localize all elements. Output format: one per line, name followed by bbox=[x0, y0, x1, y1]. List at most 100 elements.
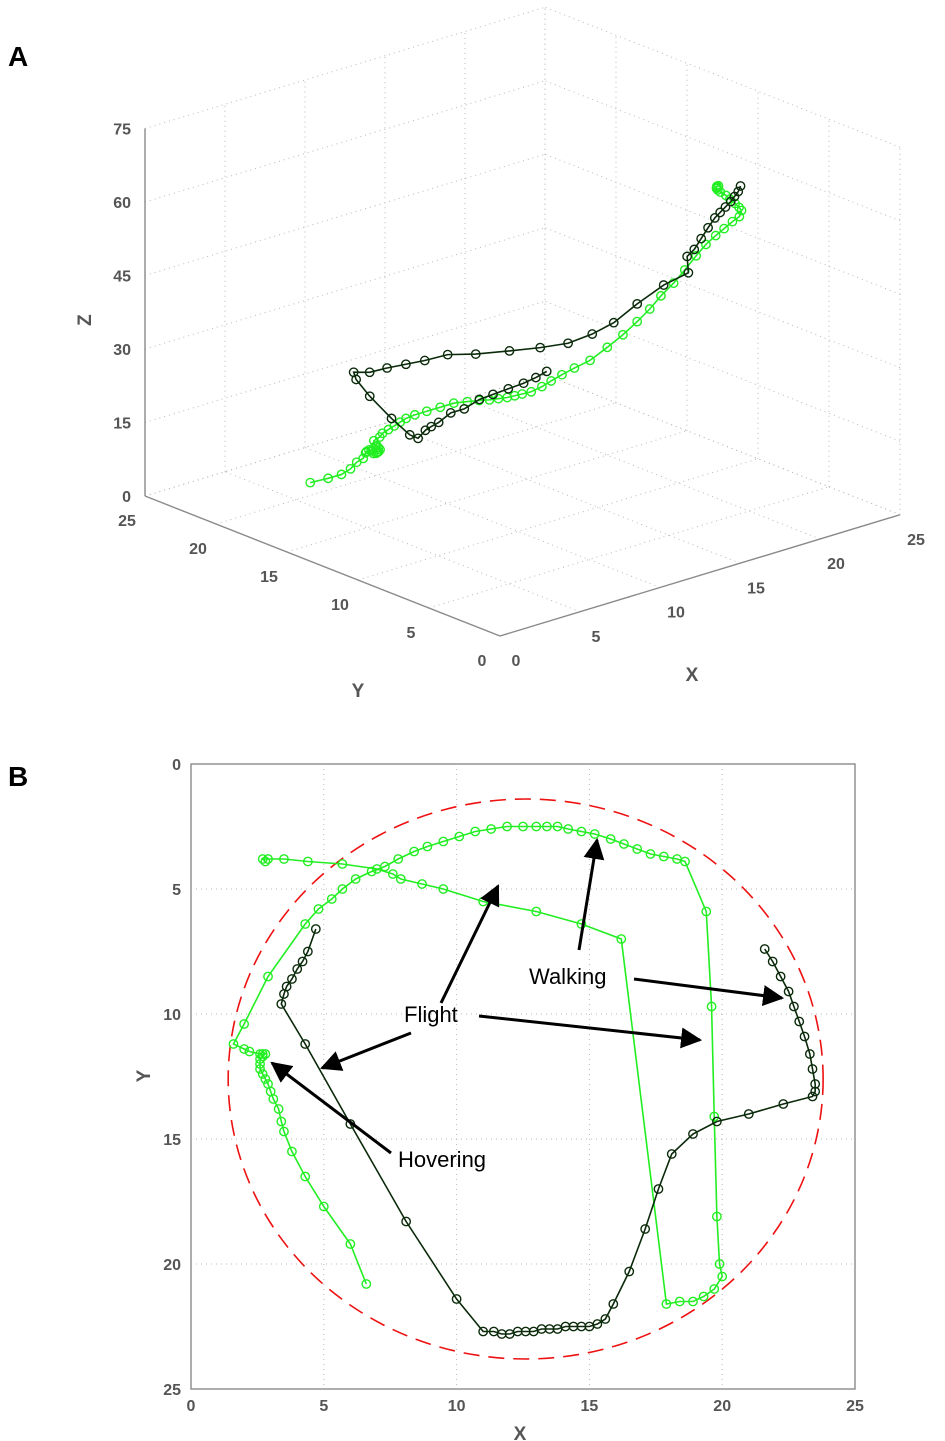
grid-line bbox=[544, 227, 901, 369]
grid-line bbox=[464, 398, 821, 540]
data-point-marker bbox=[734, 211, 745, 222]
data-point-marker bbox=[382, 363, 392, 373]
panel-a-grid bbox=[144, 6, 901, 637]
annotation-hovering: Hovering bbox=[398, 1147, 486, 1172]
data-point-marker bbox=[287, 974, 297, 984]
z-tick-label: 30 bbox=[113, 342, 131, 359]
data-point-marker bbox=[297, 956, 308, 967]
data-point-marker bbox=[688, 1129, 698, 1139]
data-point-marker bbox=[530, 372, 541, 383]
data-point-marker bbox=[260, 1074, 271, 1084]
data-point-marker bbox=[696, 233, 707, 244]
x-tick-label: 20 bbox=[827, 556, 845, 573]
x-tick-label: 20 bbox=[713, 1398, 731, 1415]
data-point-marker bbox=[276, 999, 287, 1009]
data-point-marker bbox=[448, 398, 459, 409]
grid-line bbox=[357, 458, 759, 581]
series-line-1 bbox=[352, 185, 742, 440]
data-point-marker bbox=[451, 1294, 462, 1304]
data-point-marker bbox=[605, 834, 616, 844]
data-point-marker bbox=[719, 223, 729, 234]
data-point-marker bbox=[281, 981, 292, 992]
data-point-marker bbox=[326, 894, 337, 904]
panel-a-z-axis-label: Z bbox=[75, 314, 96, 326]
data-point-marker bbox=[351, 374, 362, 385]
grid-line bbox=[215, 402, 617, 525]
data-point-marker bbox=[640, 1224, 651, 1234]
data-point-marker bbox=[714, 1259, 725, 1269]
data-point-marker bbox=[486, 824, 497, 834]
data-point-marker bbox=[518, 378, 529, 389]
data-point-marker bbox=[445, 408, 456, 418]
data-point-marker bbox=[616, 934, 627, 944]
arrow-flight-up bbox=[439, 884, 500, 1004]
data-point-marker bbox=[257, 1069, 268, 1079]
data-point-marker bbox=[228, 1039, 239, 1049]
x-tick-label: 5 bbox=[319, 1398, 328, 1415]
data-point-marker bbox=[454, 831, 465, 842]
data-point-marker bbox=[563, 824, 574, 834]
grid-line bbox=[144, 80, 546, 203]
data-point-marker bbox=[276, 1116, 287, 1127]
grid-line bbox=[544, 80, 901, 222]
data-point-marker bbox=[698, 1291, 709, 1302]
data-point-marker bbox=[260, 856, 271, 867]
data-point-marker bbox=[804, 1049, 815, 1059]
data-point-marker bbox=[517, 389, 528, 399]
data-point-marker bbox=[767, 956, 778, 967]
data-point-marker bbox=[263, 971, 273, 982]
arrow-flight-left bbox=[320, 1031, 412, 1071]
data-point-marker bbox=[404, 429, 415, 440]
data-point-marker bbox=[608, 317, 619, 328]
grid-line bbox=[384, 422, 741, 564]
y-tick-label: 25 bbox=[118, 513, 136, 530]
data-point-marker bbox=[386, 413, 397, 424]
data-point-marker bbox=[608, 1299, 619, 1309]
data-point-marker bbox=[632, 316, 643, 327]
series-line-1 bbox=[280, 928, 816, 1335]
data-point-marker bbox=[810, 1086, 821, 1097]
x-tick-label: 25 bbox=[907, 532, 925, 549]
data-point-marker bbox=[422, 841, 433, 852]
y-tick-label: 10 bbox=[163, 1007, 181, 1024]
data-point-marker bbox=[417, 879, 427, 889]
data-point-marker bbox=[255, 1054, 265, 1064]
x-tick-label: 0 bbox=[187, 1398, 196, 1415]
data-point-marker bbox=[775, 971, 786, 982]
data-point-marker bbox=[421, 406, 432, 417]
panel-a-y-axis-label: Y bbox=[352, 681, 365, 702]
arrow-walking-up bbox=[577, 837, 605, 951]
data-point-marker bbox=[535, 342, 546, 353]
data-point-marker bbox=[263, 1079, 273, 1089]
grid-line bbox=[428, 486, 830, 609]
panel-a-x-axis-label: X bbox=[686, 665, 699, 686]
data-point-marker bbox=[401, 359, 411, 370]
data-point-marker bbox=[395, 874, 406, 884]
data-point-marker bbox=[658, 851, 669, 862]
data-point-marker bbox=[759, 944, 770, 954]
data-point-marker bbox=[409, 409, 420, 420]
data-point-marker bbox=[710, 230, 721, 241]
grid-line bbox=[144, 153, 546, 276]
data-point-marker bbox=[504, 346, 515, 356]
grid-line bbox=[144, 227, 546, 350]
data-point-marker bbox=[576, 826, 587, 837]
data-point-marker bbox=[310, 924, 321, 934]
arrow-walking-right bbox=[633, 977, 785, 1007]
data-point-marker bbox=[435, 402, 446, 413]
data-point-marker bbox=[810, 1079, 821, 1089]
data-point-marker bbox=[302, 946, 313, 957]
data-point-marker bbox=[372, 864, 382, 874]
panel-b-label: B bbox=[8, 761, 28, 792]
data-point-marker bbox=[239, 1019, 250, 1029]
data-point-marker bbox=[713, 180, 724, 191]
data-point-marker bbox=[336, 469, 347, 480]
data-point-marker bbox=[807, 1091, 818, 1102]
data-point-marker bbox=[300, 919, 311, 929]
y-tick-label: 15 bbox=[163, 1132, 181, 1149]
panel-a-tick-labels: 0 5 10 15 20 25 0 5 10 15 20 25 0 15 30 45 60 75 bbox=[113, 122, 925, 671]
data-point-marker bbox=[438, 884, 449, 894]
data-point-marker bbox=[401, 1216, 412, 1227]
data-point-marker bbox=[794, 1016, 805, 1027]
